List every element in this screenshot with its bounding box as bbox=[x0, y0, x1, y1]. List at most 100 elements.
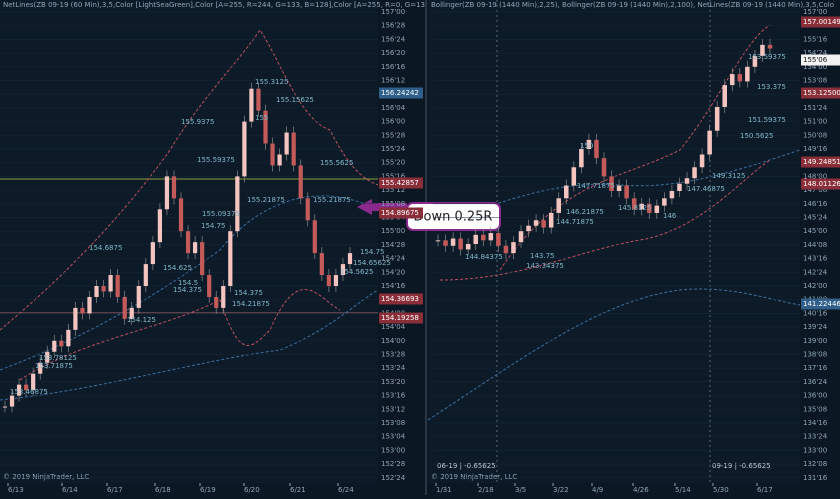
price-axis-label: 152'28 bbox=[381, 460, 405, 468]
price-axis-label: 143'16 bbox=[803, 255, 828, 263]
candle bbox=[556, 198, 561, 213]
candle bbox=[737, 74, 743, 82]
candle bbox=[767, 44, 773, 49]
price-axis-label: 155'16 bbox=[803, 35, 828, 43]
date-label: 6/18 bbox=[155, 486, 171, 494]
candle bbox=[87, 296, 92, 314]
price-axis-label: 134'16 bbox=[803, 419, 828, 427]
price-axis-label: 151'24 bbox=[803, 104, 828, 112]
level-annotation: 154.125 bbox=[127, 316, 156, 324]
date-label: 6/17 bbox=[107, 486, 123, 494]
candle bbox=[45, 351, 50, 363]
price-box bbox=[801, 87, 840, 99]
candle bbox=[200, 242, 205, 276]
price-axis-label: 153'28 bbox=[381, 351, 405, 359]
candle bbox=[465, 243, 471, 250]
candle bbox=[496, 233, 501, 246]
price-box-label: 156.24242 bbox=[381, 89, 419, 97]
price-axis-label: 139'24 bbox=[803, 323, 828, 331]
candle bbox=[443, 240, 448, 246]
candle bbox=[579, 149, 584, 168]
level-annotation: 149.3125 bbox=[712, 172, 745, 180]
copyright: © 2019 NinjaTrader, LLC bbox=[3, 473, 89, 481]
band-line bbox=[0, 29, 379, 331]
price-axis-label: 154'04 bbox=[381, 323, 406, 331]
price-axis-label: 151'00 bbox=[803, 118, 827, 126]
price-axis-label: 142'00 bbox=[803, 282, 827, 290]
date-label: 6/14 bbox=[62, 486, 78, 494]
price-axis-label: 135'08 bbox=[803, 405, 827, 413]
price-box bbox=[379, 293, 423, 305]
level-annotation: 154.5625 bbox=[340, 268, 373, 276]
candle bbox=[178, 198, 184, 232]
candle bbox=[722, 85, 727, 107]
price-axis-label: 155'20 bbox=[381, 159, 405, 167]
candle bbox=[616, 185, 622, 192]
callout-text: Down 0.25R bbox=[414, 210, 493, 225]
candle bbox=[235, 176, 240, 232]
candle bbox=[136, 286, 141, 308]
price-box-label: 155.42857 bbox=[381, 179, 419, 187]
candle bbox=[639, 203, 644, 210]
price-axis-label: 155'28 bbox=[381, 131, 405, 139]
price-axis-label: 155'00 bbox=[381, 227, 405, 235]
candle bbox=[609, 176, 614, 192]
level-annotation: 155.59375 bbox=[197, 156, 235, 164]
candle bbox=[326, 275, 331, 286]
candle bbox=[284, 132, 289, 155]
price-axis-label: 155'24 bbox=[381, 145, 406, 153]
candle bbox=[526, 225, 531, 232]
candle bbox=[157, 209, 163, 243]
level-annotation: 154.75 bbox=[201, 222, 226, 230]
price-axis-label: 131'16 bbox=[803, 474, 828, 482]
footer-label: 09-19 | -0.65625 bbox=[712, 462, 771, 470]
band-line bbox=[427, 288, 801, 421]
level-annotation: 155.21875 bbox=[247, 196, 285, 204]
level-annotation: 155.09375 bbox=[202, 210, 240, 218]
price-axis-label: 156'24 bbox=[381, 35, 406, 43]
price-box bbox=[379, 87, 423, 99]
price-axis-label: 156'04 bbox=[381, 104, 406, 112]
price-axis-label: 156'00 bbox=[381, 118, 405, 126]
candle bbox=[80, 307, 85, 314]
price-axis-label: 154'00 bbox=[803, 63, 827, 71]
band-line bbox=[499, 24, 771, 271]
candle bbox=[745, 66, 750, 82]
candle bbox=[221, 286, 226, 308]
candle bbox=[59, 340, 64, 347]
candle bbox=[312, 220, 317, 254]
level-annotation: 154.375 bbox=[173, 286, 202, 294]
candle bbox=[450, 238, 456, 246]
price-axis-label: 155'08 bbox=[381, 200, 405, 208]
level-annotation: 154.375 bbox=[234, 289, 263, 297]
price-axis-label: 150'08 bbox=[803, 131, 827, 139]
candle bbox=[143, 264, 148, 286]
date-label: 6/13 bbox=[8, 486, 24, 494]
price-box-label: 141.22446 bbox=[803, 300, 840, 308]
candle bbox=[319, 253, 324, 276]
candle bbox=[571, 167, 577, 186]
level-annotation: 155.3125 bbox=[255, 78, 288, 86]
right-header: Bollinger(ZB 09-19 (1440 Min),2,25), Bol… bbox=[431, 1, 834, 9]
date-label: 6/24 bbox=[338, 486, 354, 494]
level-annotation: 151.59375 bbox=[748, 116, 786, 124]
level-annotation: 153.59375 bbox=[748, 53, 786, 61]
price-box-label: 154.89675 bbox=[381, 209, 419, 217]
level-annotation: 153.71875 bbox=[35, 362, 73, 370]
candle bbox=[511, 242, 516, 254]
price-axis-label: 132'08 bbox=[803, 460, 827, 468]
date-label: 3/22 bbox=[553, 486, 569, 494]
date-label: 6/17 bbox=[757, 486, 773, 494]
candle bbox=[164, 176, 170, 210]
price-box-label: 157.00149 bbox=[803, 18, 840, 26]
level-annotation: 155.9375 bbox=[181, 118, 214, 126]
candle bbox=[760, 44, 765, 56]
price-axis-label: 153'00 bbox=[381, 446, 405, 454]
candle bbox=[94, 286, 99, 297]
candle bbox=[714, 106, 720, 131]
candle bbox=[9, 395, 15, 407]
candle bbox=[214, 296, 219, 308]
level-annotation: 154.5 bbox=[178, 279, 198, 287]
price-box-label: 149.24851 bbox=[803, 158, 840, 166]
level-annotation: 143.75 bbox=[530, 252, 555, 260]
